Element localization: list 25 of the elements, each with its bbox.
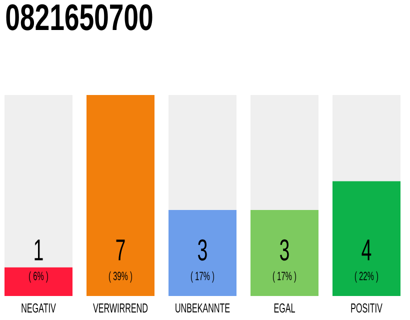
data-label: 3 bbox=[280, 239, 289, 261]
data-label: 3 bbox=[198, 239, 207, 261]
bar bbox=[250, 210, 318, 296]
x-tick-label: VERWIRREND bbox=[93, 304, 148, 312]
x-tick-label: NEGATIV bbox=[22, 303, 56, 313]
bar bbox=[332, 94, 400, 182]
x-tick-label: UNBEKANNTE bbox=[176, 303, 230, 313]
x-tick-label: EGAL bbox=[274, 303, 295, 313]
annotation: ( 22% ) bbox=[354, 271, 378, 283]
annotation: ( 17% ) bbox=[190, 271, 214, 283]
bar bbox=[4, 267, 73, 296]
bar bbox=[250, 94, 318, 210]
data-label: 7 bbox=[116, 240, 125, 260]
annotation: ( 6% ) bbox=[29, 271, 48, 283]
annotation: ( 39% ) bbox=[108, 271, 132, 283]
bar bbox=[168, 210, 236, 296]
bar bbox=[4, 94, 73, 268]
x-tick-label: POSITIV bbox=[351, 303, 382, 313]
annotation: ( 17% ) bbox=[272, 271, 296, 283]
data-label: 1 bbox=[34, 240, 43, 260]
chart-title: 0821650700 bbox=[6, 4, 152, 30]
data-label: 4 bbox=[362, 240, 372, 260]
bar bbox=[332, 181, 400, 296]
bar bbox=[86, 94, 154, 296]
bar bbox=[168, 94, 236, 210]
